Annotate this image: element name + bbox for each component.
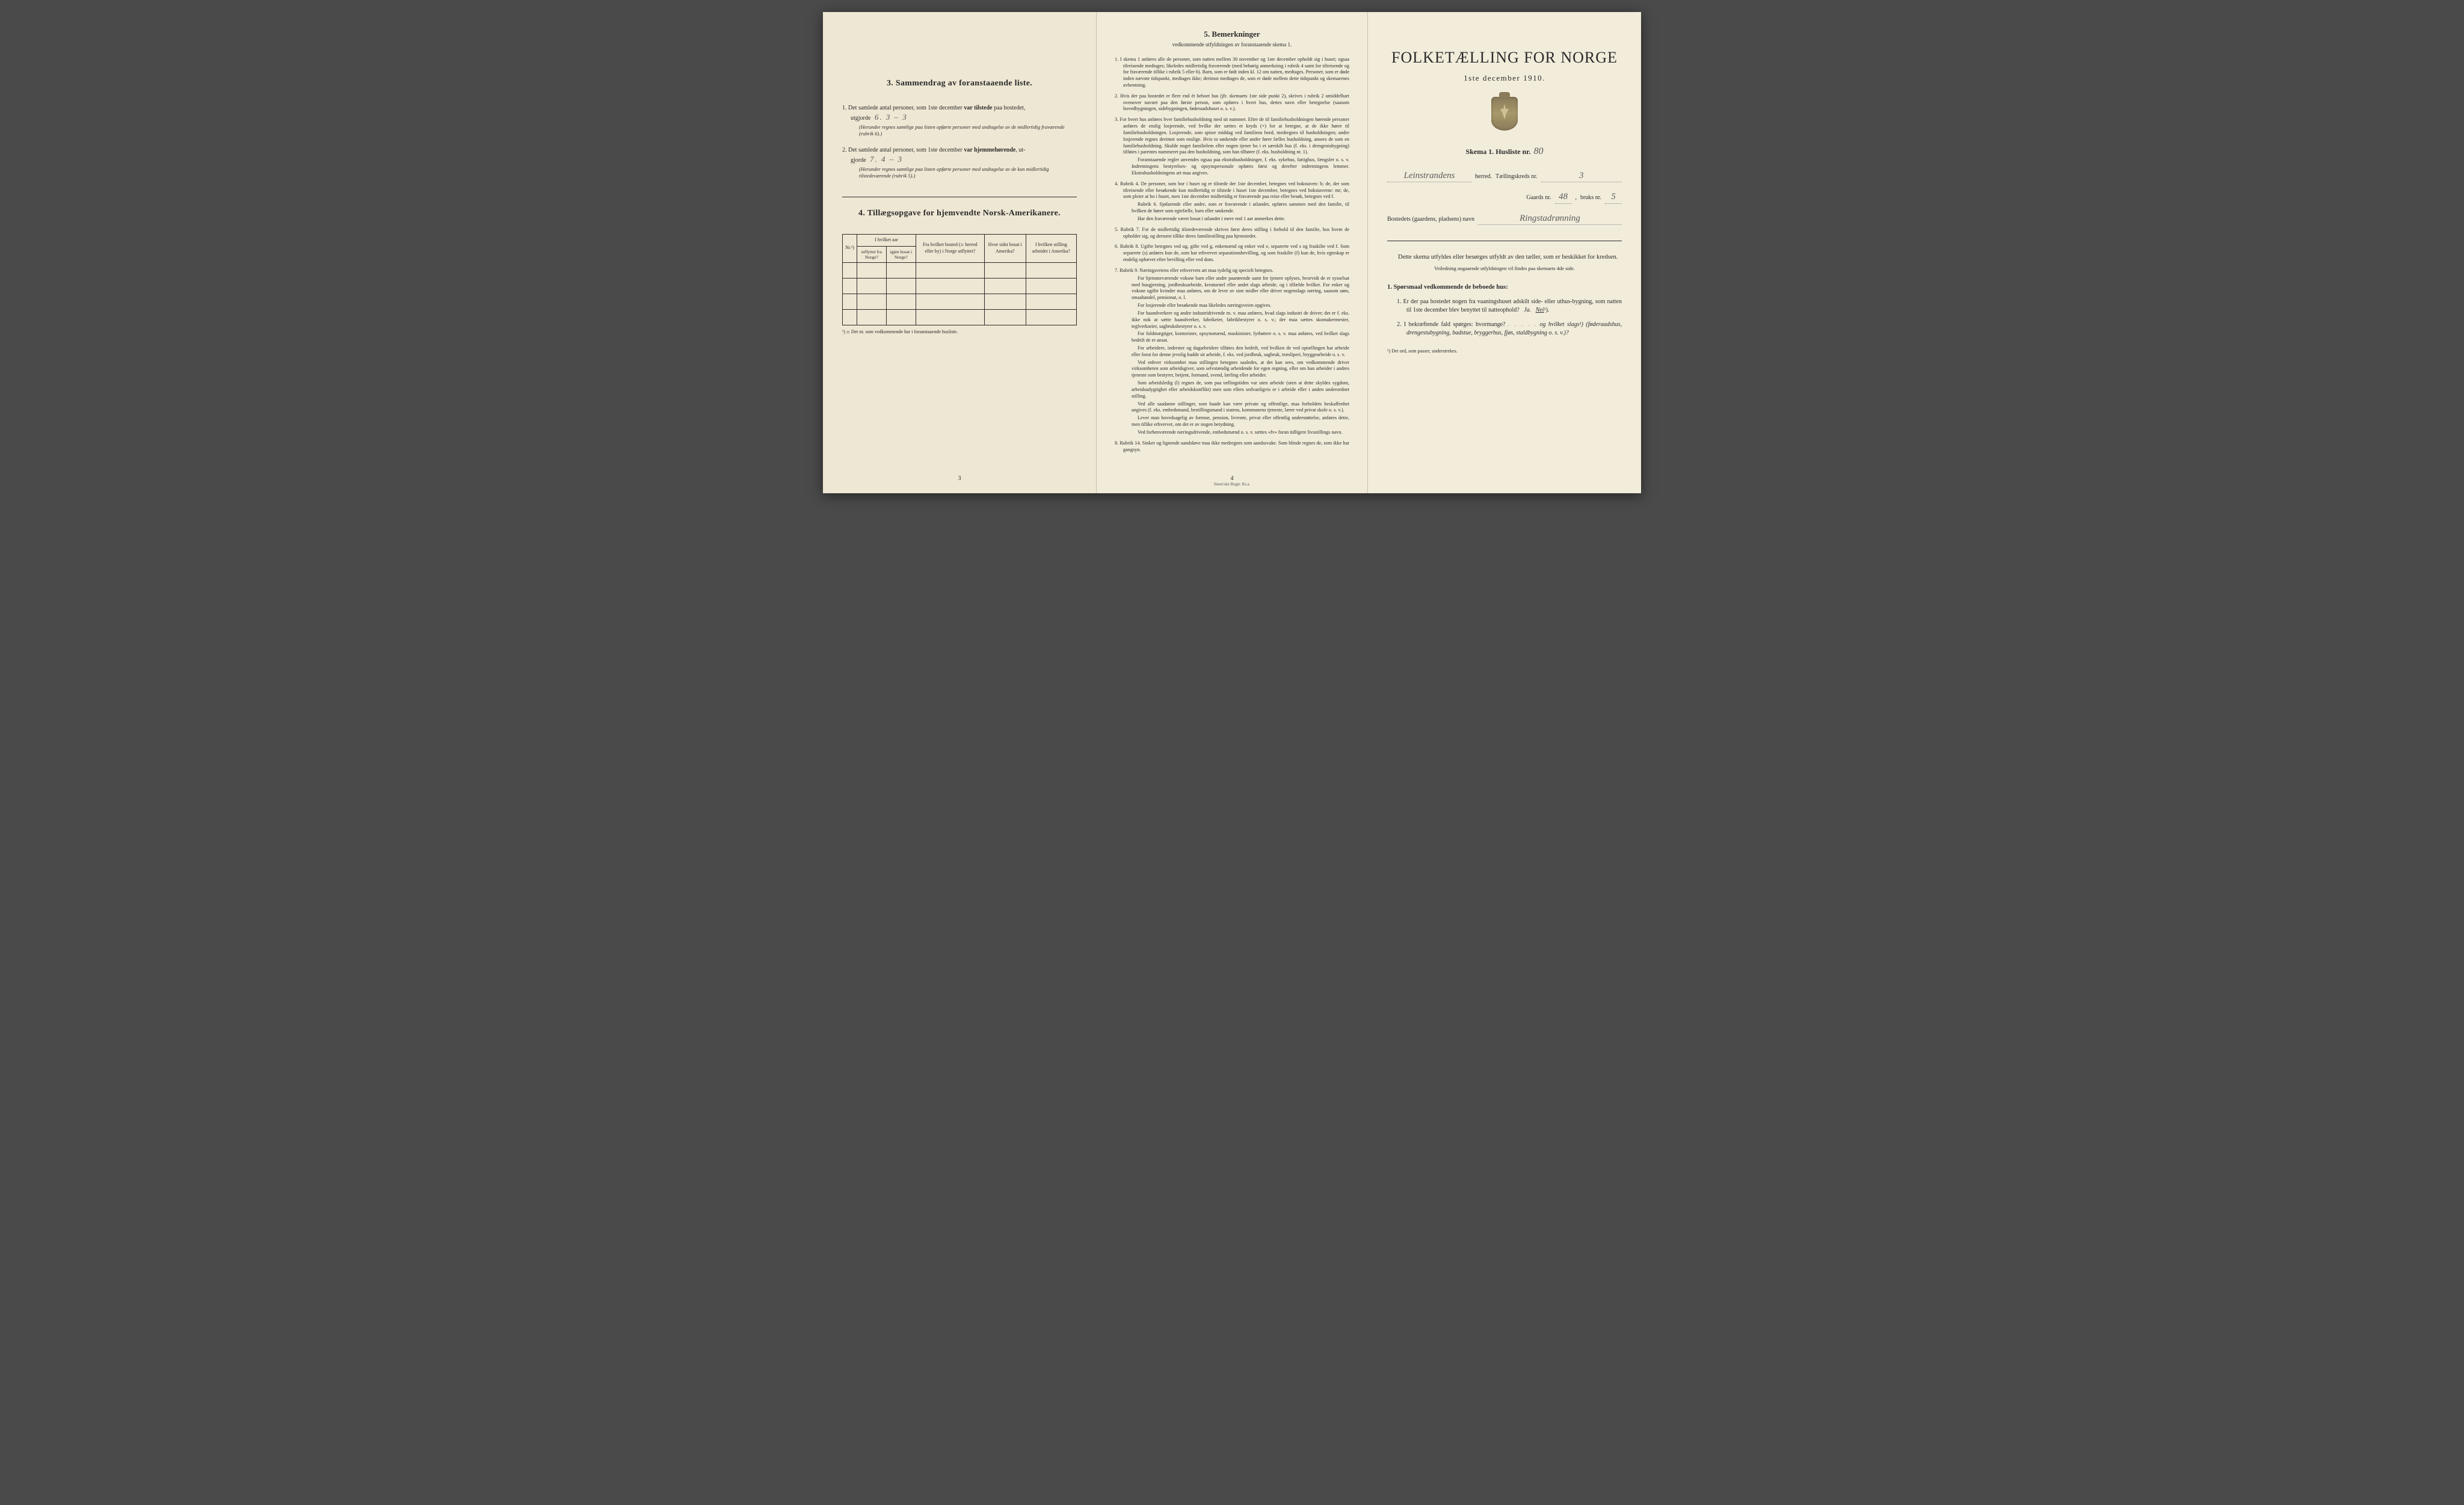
item2-note: (Herunder regnes samtlige paa listen opf… — [851, 166, 1077, 180]
remark-item: 4. Rubrik 4. De personer, som bor i huse… — [1115, 181, 1349, 223]
remark-para: For arbeidere, inderster og dagarbeidere… — [1123, 345, 1349, 359]
main-title: FOLKETÆLLING FOR NORGE — [1387, 47, 1622, 68]
guidance-text: Veiledning angaaende utfyldningen vil fi… — [1387, 265, 1622, 272]
remark-item: 7. Rubrik 9. Næringsveiens eller erhverv… — [1115, 268, 1349, 436]
gaards-field: Gaards nr. 48, bruks nr. 5 — [1387, 191, 1622, 203]
answer-nei: Nei — [1536, 307, 1544, 313]
section-3-heading: 3. Sammendrag av foranstaaende liste. — [842, 78, 1077, 90]
instruction-text: Dette skema utfyldes eller besørges utfy… — [1387, 253, 1622, 262]
remark-item: 5. Rubrik 7. For de midlertidig tilstede… — [1115, 227, 1349, 240]
cover-footnote: ¹) Det ord, som passer, understrekes. — [1387, 348, 1622, 355]
col-aar-group: I hvilket aar — [857, 234, 916, 246]
bosted-field: Bostedets (gaardens, pladsens) navn Ring… — [1387, 212, 1622, 225]
remark-para: Ved forhenværende næringsdrivende, embed… — [1123, 429, 1349, 436]
amerikanere-table: Nr.¹) I hvilket aar Fra hvilket bosted (… — [842, 234, 1077, 325]
question-1: 1. Er der paa bostedet nogen fra vaaning… — [1397, 298, 1622, 315]
gaards-value: 48 — [1555, 191, 1572, 203]
husliste-nr: 80 — [1532, 146, 1543, 156]
questions-heading: 1. Spørsmaal vedkommende de beboede hus: — [1387, 283, 1622, 292]
question-2: 2. I bekræftende fald spørges: hvormange… — [1397, 321, 1622, 337]
questions-list: 1. Er der paa bostedet nogen fra vaaning… — [1387, 298, 1622, 337]
remark-item: 2. Hvis der paa bostedet er flere end ét… — [1115, 93, 1349, 112]
page-number: 3 — [958, 475, 961, 483]
census-date: 1ste december 1910. — [1387, 73, 1622, 84]
herred-field: Leinstrandens herred. Tællingskreds nr. … — [1387, 170, 1622, 182]
section-5-subheading: vedkommende utfyldningen av foranstaaend… — [1115, 41, 1349, 48]
table-row — [843, 262, 1077, 278]
remark-para: For haandverkere og andre industridriven… — [1123, 310, 1349, 330]
table-row — [843, 278, 1077, 294]
bosted-value: Ringstadrønning — [1478, 212, 1622, 225]
answer-ja: Ja. — [1524, 307, 1531, 313]
remark-para: For losjerende eller besøkende maa likel… — [1123, 303, 1349, 309]
col-amerika: Hvor sidst bosat i Amerika? — [984, 234, 1026, 262]
table-body — [843, 262, 1077, 325]
bruks-value: 5 — [1605, 191, 1622, 203]
page-4: 5. Bemerkninger vedkommende utfyldningen… — [1097, 12, 1368, 493]
hjemmehorende-count: 7. 4 – 3 — [867, 155, 905, 164]
remark-item: 3. For hvert hus anføres hver familiehus… — [1115, 117, 1349, 176]
page-3: 3. Sammendrag av foranstaaende liste. 1.… — [823, 12, 1097, 493]
census-document: 3. Sammendrag av foranstaaende liste. 1.… — [823, 12, 1641, 493]
herred-value: Leinstrandens — [1387, 170, 1471, 182]
col-utflyttet: utflyttet fra Norge? — [857, 246, 887, 262]
section-5-heading: 5. Bemerkninger — [1115, 29, 1349, 40]
col-igjen: igjen bosat i Norge? — [886, 246, 916, 262]
remark-item: 6. Rubrik 8. Ugifte betegnes ved ug, gif… — [1115, 244, 1349, 263]
remark-para: Foranstaaende regler anvendes ogsaa paa … — [1123, 157, 1349, 176]
kreds-value: 3 — [1541, 170, 1622, 182]
tilstede-count: 6. 3 – 3 — [872, 112, 910, 122]
col-bosted: Fra hvilket bosted (ɔ: herred eller by) … — [916, 234, 984, 262]
item1-note: (Herunder regnes samtlige paa listen opf… — [851, 124, 1077, 138]
table-row — [843, 294, 1077, 309]
bemerkninger-list: 1. I skema 1 anføres alle de personer, s… — [1115, 57, 1349, 454]
summary-item-1: 1. Det samlede antal personer, som 1ste … — [842, 104, 1077, 138]
remark-para: Har den fraværende været bosat i utlande… — [1123, 216, 1349, 223]
table-footnote: ¹) ɔ: Det nr. som vedkommende har i fora… — [842, 329, 1077, 336]
col-nr: Nr.¹) — [843, 234, 857, 262]
remark-para: Ved enhver virksomhet maa stillingen bet… — [1123, 360, 1349, 379]
summary-item-2: 2. Det samlede antal personer, som 1ste … — [842, 146, 1077, 180]
remark-para: Rubrik 6. Sjøfarende eller andre, som er… — [1123, 202, 1349, 215]
remark-para: For hjemmeværende voksne barn eller andr… — [1123, 275, 1349, 301]
remark-para: Lever man hovedsagelig av formue, pensio… — [1123, 415, 1349, 428]
remark-item: 8. Rubrik 14. Sinker og lignende aandslø… — [1115, 440, 1349, 454]
skema-line: Skema 1. Husliste nr. 80 — [1387, 145, 1622, 158]
coat-of-arms-icon — [1491, 97, 1518, 131]
table-row — [843, 309, 1077, 325]
col-stilling: I hvilken stilling arbeidet i Amerika? — [1026, 234, 1076, 262]
printer-mark: Steen'ske Bogtr. Kr.a. — [1214, 482, 1251, 487]
page-1-cover: FOLKETÆLLING FOR NORGE 1ste december 191… — [1368, 12, 1641, 493]
remark-para: For fuldmægtiger, kontorister, opsynsmæn… — [1123, 331, 1349, 344]
remark-item: 1. I skema 1 anføres alle de personer, s… — [1115, 57, 1349, 89]
section-4-heading: 4. Tillægsopgave for hjemvendte Norsk-Am… — [842, 208, 1077, 220]
remark-para: Ved alle saadanne stillinger, som baade … — [1123, 401, 1349, 414]
remark-para: Som arbeidsledig (l) regnes de, som paa … — [1123, 380, 1349, 399]
